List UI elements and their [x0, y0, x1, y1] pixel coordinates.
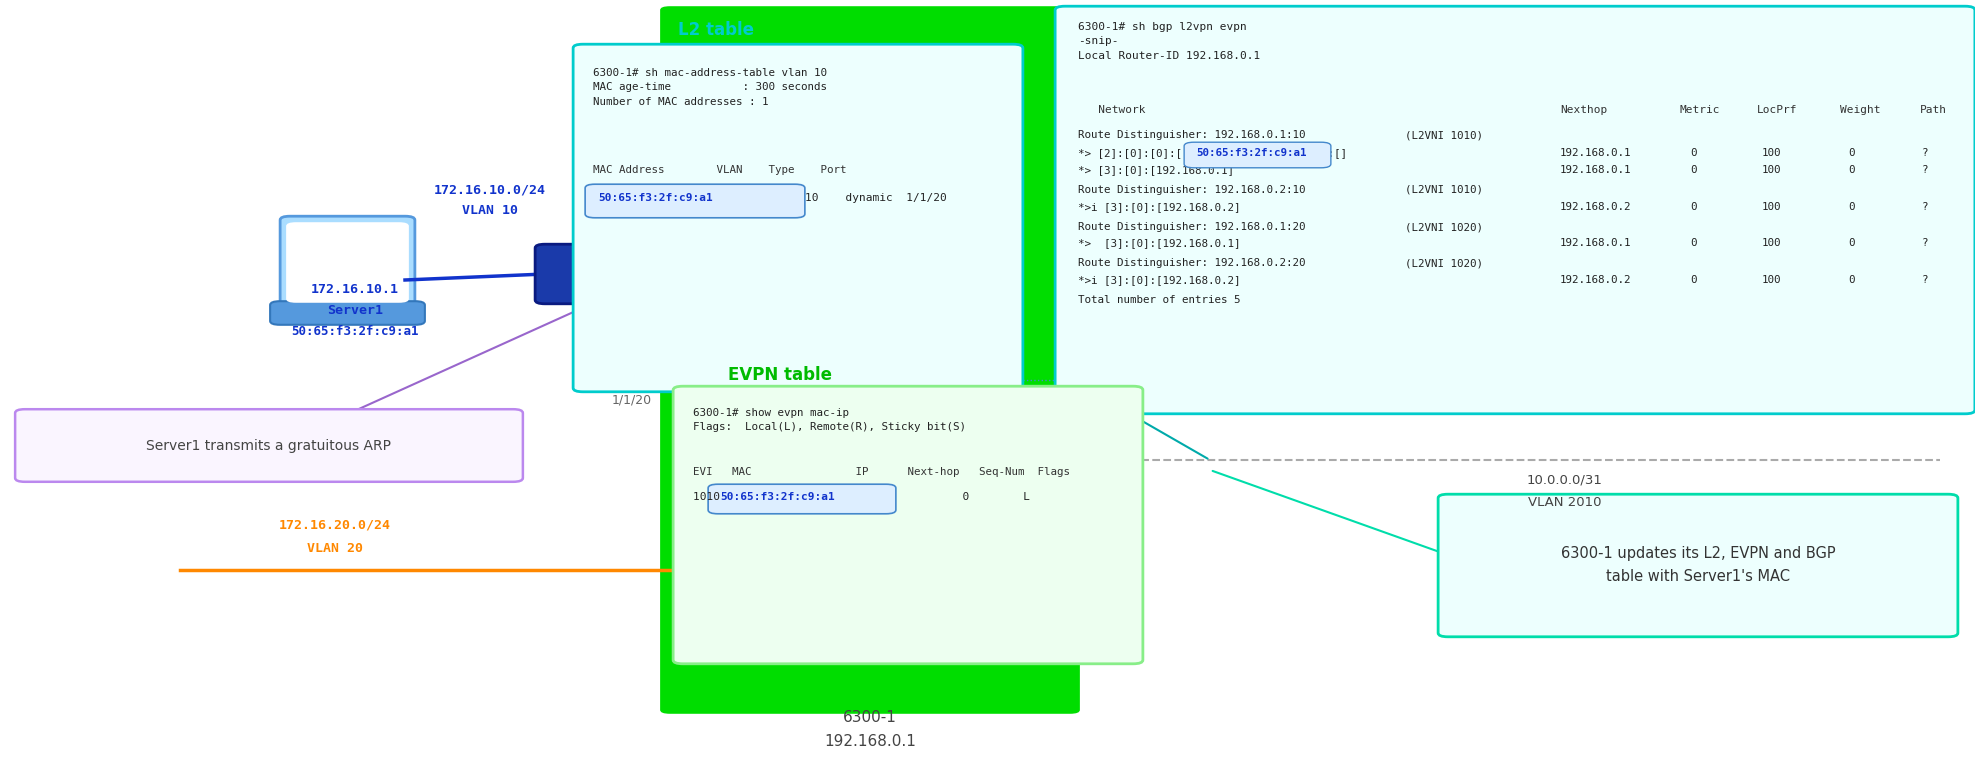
FancyBboxPatch shape: [660, 6, 1080, 714]
Text: (L2VNI 1010): (L2VNI 1010): [1404, 130, 1483, 140]
Text: 100: 100: [1762, 165, 1781, 175]
FancyBboxPatch shape: [1438, 494, 1957, 637]
FancyBboxPatch shape: [709, 484, 897, 514]
Text: EVI   MAC                IP      Next-hop   Seq-Num  Flags: EVI MAC IP Next-hop Seq-Num Flags: [693, 467, 1070, 477]
Text: 192.168.0.1: 192.168.0.1: [1560, 238, 1631, 248]
FancyBboxPatch shape: [280, 216, 415, 309]
Text: (L2VNI 1010): (L2VNI 1010): [1404, 185, 1483, 195]
Text: GARP: GARP: [585, 264, 618, 278]
Text: EVPN table: EVPN table: [729, 366, 831, 384]
Text: 0: 0: [1849, 275, 1855, 285]
Text: (L2VNI 1020): (L2VNI 1020): [1404, 222, 1483, 232]
Text: 0        L: 0 L: [895, 492, 1031, 502]
Text: 172.16.10.0/24: 172.16.10.0/24: [434, 183, 545, 196]
Text: ]:[]: ]:[]: [1321, 148, 1347, 158]
Text: 172.16.10.1: 172.16.10.1: [310, 283, 399, 296]
Text: ?: ?: [1922, 165, 1928, 175]
Text: Server1 transmits a gratuitous ARP: Server1 transmits a gratuitous ARP: [146, 439, 391, 453]
Text: 1010: 1010: [693, 492, 733, 502]
Text: LocPrf: LocPrf: [1758, 105, 1797, 115]
Text: 0: 0: [1849, 202, 1855, 212]
Text: *>i [3]:[0]:[192.168.0.2]: *>i [3]:[0]:[192.168.0.2]: [1078, 202, 1240, 212]
Text: 10.0.0.0/31: 10.0.0.0/31: [1527, 474, 1604, 487]
Text: 1/1/20: 1/1/20: [612, 393, 652, 406]
FancyBboxPatch shape: [16, 409, 523, 482]
Text: *>i [3]:[0]:[192.168.0.2]: *>i [3]:[0]:[192.168.0.2]: [1078, 275, 1240, 285]
Text: VLAN 20: VLAN 20: [306, 541, 363, 555]
Text: 100: 100: [1762, 275, 1781, 285]
Text: Path: Path: [1920, 105, 1947, 115]
Text: Route Distinguisher: 192.168.0.2:10: Route Distinguisher: 192.168.0.2:10: [1078, 185, 1305, 195]
Text: 0: 0: [1691, 238, 1697, 248]
Text: Total number of entries 5: Total number of entries 5: [1078, 295, 1240, 305]
Text: *>  [3]:[0]:[192.168.0.1]: *> [3]:[0]:[192.168.0.1]: [1078, 238, 1240, 248]
Text: 0: 0: [1691, 148, 1697, 158]
Text: 0: 0: [1691, 165, 1697, 175]
Text: 6300-1 updates its L2, EVPN and BGP
table with Server1's MAC: 6300-1 updates its L2, EVPN and BGP tabl…: [1560, 546, 1835, 584]
Text: 0: 0: [1849, 148, 1855, 158]
Text: MAC Address        VLAN    Type    Port: MAC Address VLAN Type Port: [592, 165, 847, 175]
Text: 192.168.0.1: 192.168.0.1: [1560, 148, 1631, 158]
Text: (L2VNI 1020): (L2VNI 1020): [1404, 258, 1483, 268]
Text: 192.168.0.1: 192.168.0.1: [1560, 165, 1631, 175]
Text: 100: 100: [1762, 148, 1781, 158]
Text: 6300-1: 6300-1: [843, 710, 897, 725]
Text: *> [2]:[0]:[0]:[: *> [2]:[0]:[0]:[: [1078, 148, 1181, 158]
Text: 6300-1# show evpn mac-ip
Flags:  Local(L), Remote(R), Sticky bit(S): 6300-1# show evpn mac-ip Flags: Local(L)…: [693, 408, 966, 432]
Text: 50:65:f3:2f:c9:a1: 50:65:f3:2f:c9:a1: [598, 193, 713, 203]
Text: 172.16.20.0/24: 172.16.20.0/24: [278, 518, 391, 531]
Text: 6300-1# sh mac-address-table vlan 10
MAC age-time           : 300 seconds
Number: 6300-1# sh mac-address-table vlan 10 MAC…: [592, 68, 828, 107]
FancyBboxPatch shape: [585, 184, 806, 218]
Text: ?: ?: [1922, 202, 1928, 212]
FancyBboxPatch shape: [286, 222, 409, 302]
Text: Server1: Server1: [328, 303, 383, 317]
Text: L2 table: L2 table: [677, 21, 754, 39]
Text: 50:65:f3:2f:c9:a1: 50:65:f3:2f:c9:a1: [290, 325, 419, 339]
Text: 6300-1# sh bgp l2vpn evpn
-snip-
Local Router-ID 192.168.0.1: 6300-1# sh bgp l2vpn evpn -snip- Local R…: [1078, 22, 1260, 61]
Text: Nexthop: Nexthop: [1560, 105, 1608, 115]
Text: 192.168.0.1: 192.168.0.1: [824, 735, 916, 750]
FancyBboxPatch shape: [271, 301, 425, 324]
Text: 0: 0: [1849, 165, 1855, 175]
Text: Network: Network: [1078, 105, 1146, 115]
FancyBboxPatch shape: [535, 244, 670, 304]
Text: 100: 100: [1762, 202, 1781, 212]
Text: Route Distinguisher: 192.168.0.1:20: Route Distinguisher: 192.168.0.1:20: [1078, 222, 1305, 232]
Text: 100: 100: [1762, 238, 1781, 248]
Text: Route Distinguisher: 192.168.0.1:10: Route Distinguisher: 192.168.0.1:10: [1078, 130, 1305, 140]
FancyBboxPatch shape: [1185, 143, 1331, 168]
Text: 10    dynamic  1/1/20: 10 dynamic 1/1/20: [806, 193, 946, 203]
Text: ?: ?: [1922, 275, 1928, 285]
Text: VLAN 10: VLAN 10: [462, 203, 517, 217]
Text: Weight: Weight: [1841, 105, 1880, 115]
Text: BGP table: BGP table: [1140, 0, 1232, 1]
FancyBboxPatch shape: [573, 44, 1023, 392]
Text: 0: 0: [1691, 202, 1697, 212]
Text: *> [3]:[0]:[192.168.0.1]: *> [3]:[0]:[192.168.0.1]: [1078, 165, 1234, 175]
Text: Route Distinguisher: 192.168.0.2:20: Route Distinguisher: 192.168.0.2:20: [1078, 258, 1305, 268]
Text: ?: ?: [1922, 148, 1928, 158]
Text: 192.168.0.2: 192.168.0.2: [1560, 202, 1631, 212]
Text: 50:65:f3:2f:c9:a1: 50:65:f3:2f:c9:a1: [721, 492, 835, 502]
Text: 50:65:f3:2f:c9:a1: 50:65:f3:2f:c9:a1: [1197, 148, 1307, 158]
FancyBboxPatch shape: [1055, 6, 1975, 414]
Text: 0: 0: [1691, 275, 1697, 285]
FancyBboxPatch shape: [673, 387, 1144, 664]
Text: VLAN 2010: VLAN 2010: [1529, 496, 1602, 509]
Text: 0: 0: [1849, 238, 1855, 248]
Text: ?: ?: [1922, 238, 1928, 248]
Text: Metric: Metric: [1681, 105, 1720, 115]
Text: 192.168.0.2: 192.168.0.2: [1560, 275, 1631, 285]
